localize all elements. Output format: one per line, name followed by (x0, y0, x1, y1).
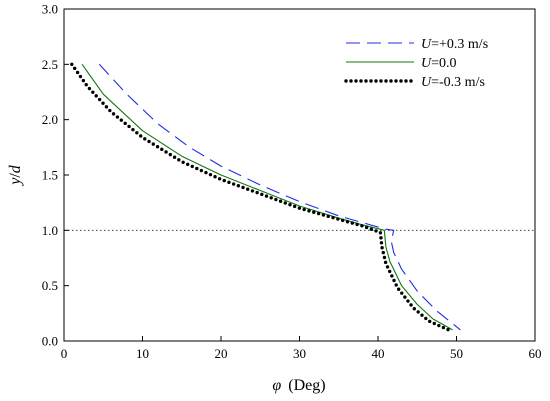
x-tick-label: 40 (372, 346, 385, 361)
y-axis-separator: / (7, 173, 24, 178)
x-tick-label: 10 (136, 346, 149, 361)
y-tick-label: 3.0 (42, 2, 58, 17)
y-tick-label: 2.0 (42, 112, 58, 127)
plot-frame (63, 8, 536, 342)
legend-label-1: U=+0.3 m/s (421, 37, 488, 52)
legend: U=+0.3 m/s U=0.0 U=-0.3 m/s (344, 37, 488, 90)
y-tick-label: 1.5 (42, 168, 58, 183)
x-tick-label: 30 (293, 346, 306, 361)
y-tick-label: 0.0 (42, 334, 58, 349)
x-tick-label: 50 (450, 346, 463, 361)
x-tick-label: 0 (61, 346, 68, 361)
y-tick-label: 0.5 (42, 278, 58, 293)
series-line-2 (81, 63, 453, 331)
y-axis-title: y/d (7, 164, 24, 187)
series-layer (70, 62, 461, 332)
legend-label-3: U=-0.3 m/s (421, 75, 485, 90)
series-line-1 (98, 63, 461, 331)
x-axis-symbol: φ (272, 377, 281, 394)
tick-layer: 0 10 20 30 40 50 60 0.0 0.5 1.0 1.5 2.0 2.5 3.0 (42, 2, 542, 362)
y-axis-symbol: y (7, 177, 24, 187)
series-line-3 (70, 62, 451, 332)
legend-label-2: U=0.0 (421, 56, 457, 71)
x-tick-label: 60 (529, 346, 542, 361)
y-tick-label: 1.0 (42, 223, 58, 238)
y-axis-denominator: d (7, 164, 24, 173)
x-tick-label: 20 (215, 346, 228, 361)
y-tick-label: 2.5 (42, 57, 58, 72)
x-axis-title: φ (Deg) (272, 377, 325, 394)
x-axis-unit: (Deg) (288, 377, 325, 394)
